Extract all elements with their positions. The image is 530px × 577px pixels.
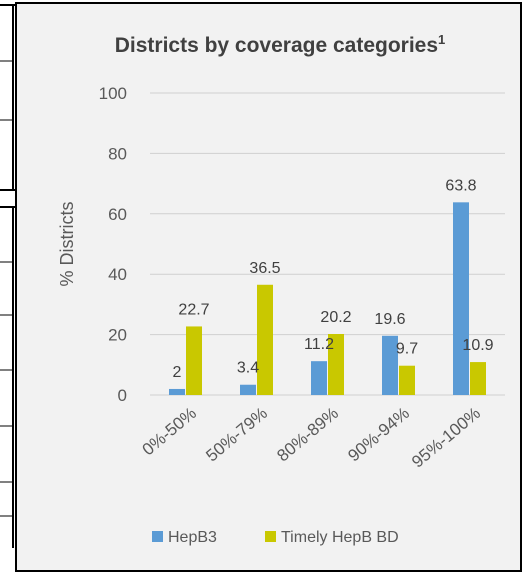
- y-tick-label: 20: [108, 326, 127, 345]
- gridlines: [150, 92, 505, 396]
- legend-label: Timely HepB BD: [281, 529, 399, 546]
- x-tick-label: 50%-79%: [202, 404, 271, 466]
- legend-label: HepB3: [168, 529, 217, 546]
- bar-hepb3: [169, 388, 185, 395]
- bar-hepb3: [240, 384, 256, 395]
- y-tick-label: 40: [108, 265, 127, 284]
- chart-title: Districts by coverage categories1: [115, 32, 446, 57]
- bar-timely-hepb-bd: [257, 284, 273, 395]
- x-tick-label: 80%-89%: [273, 404, 342, 466]
- y-tick-label: 100: [99, 84, 127, 103]
- data-label: 22.7: [178, 301, 209, 318]
- bars: [169, 202, 486, 395]
- data-label: 9.7: [396, 341, 418, 358]
- adjacent-panel-lines: [0, 4, 15, 548]
- data-label: 63.8: [445, 177, 476, 194]
- data-label: 3.4: [237, 360, 259, 377]
- x-tick-label: 95%-100%: [408, 404, 484, 472]
- data-label: 36.5: [249, 260, 280, 277]
- x-axis-ticks: 0%-50% 50%-79% 80%-89% 90%-94%95%-100%: [139, 404, 484, 472]
- adjacent-panel-fragment: [0, 0, 16, 577]
- legend-swatch: [265, 531, 276, 542]
- legend-swatch: [152, 531, 163, 542]
- bar-hepb3: [382, 335, 398, 395]
- chart-title-text: Districts by coverage categories: [115, 34, 438, 57]
- bar-timely-hepb-bd: [470, 362, 486, 395]
- y-axis-label: % Districts: [57, 202, 77, 287]
- chart-title-superscript: 1: [438, 32, 445, 47]
- data-label: 2: [173, 364, 182, 381]
- bar-timely-hepb-bd: [186, 326, 202, 395]
- x-tick-label: 90%-94%: [344, 404, 413, 466]
- data-labels: 2 22.7 3.4 36.5 11.2 20.2 19.6 9.7 63.8 10.9: [173, 177, 494, 381]
- y-tick-label: 80: [108, 144, 127, 163]
- y-tick-label: 60: [108, 205, 127, 224]
- y-tick-label: 0: [118, 386, 127, 405]
- bar-hepb3: [311, 361, 327, 395]
- bar-timely-hepb-bd: [399, 365, 415, 395]
- data-label: 19.6: [374, 311, 405, 328]
- legend: HepB3 Timely HepB BD: [152, 529, 399, 546]
- data-label: 11.2: [304, 336, 334, 353]
- x-tick-label: 0%-50%: [139, 404, 200, 460]
- bar-hepb3: [453, 202, 469, 395]
- data-label: 20.2: [320, 309, 351, 326]
- bar-timely-hepb-bd: [328, 333, 344, 395]
- y-axis-ticks: 0 20 40 60 80 100: [99, 84, 127, 405]
- data-label: 10.9: [462, 337, 493, 354]
